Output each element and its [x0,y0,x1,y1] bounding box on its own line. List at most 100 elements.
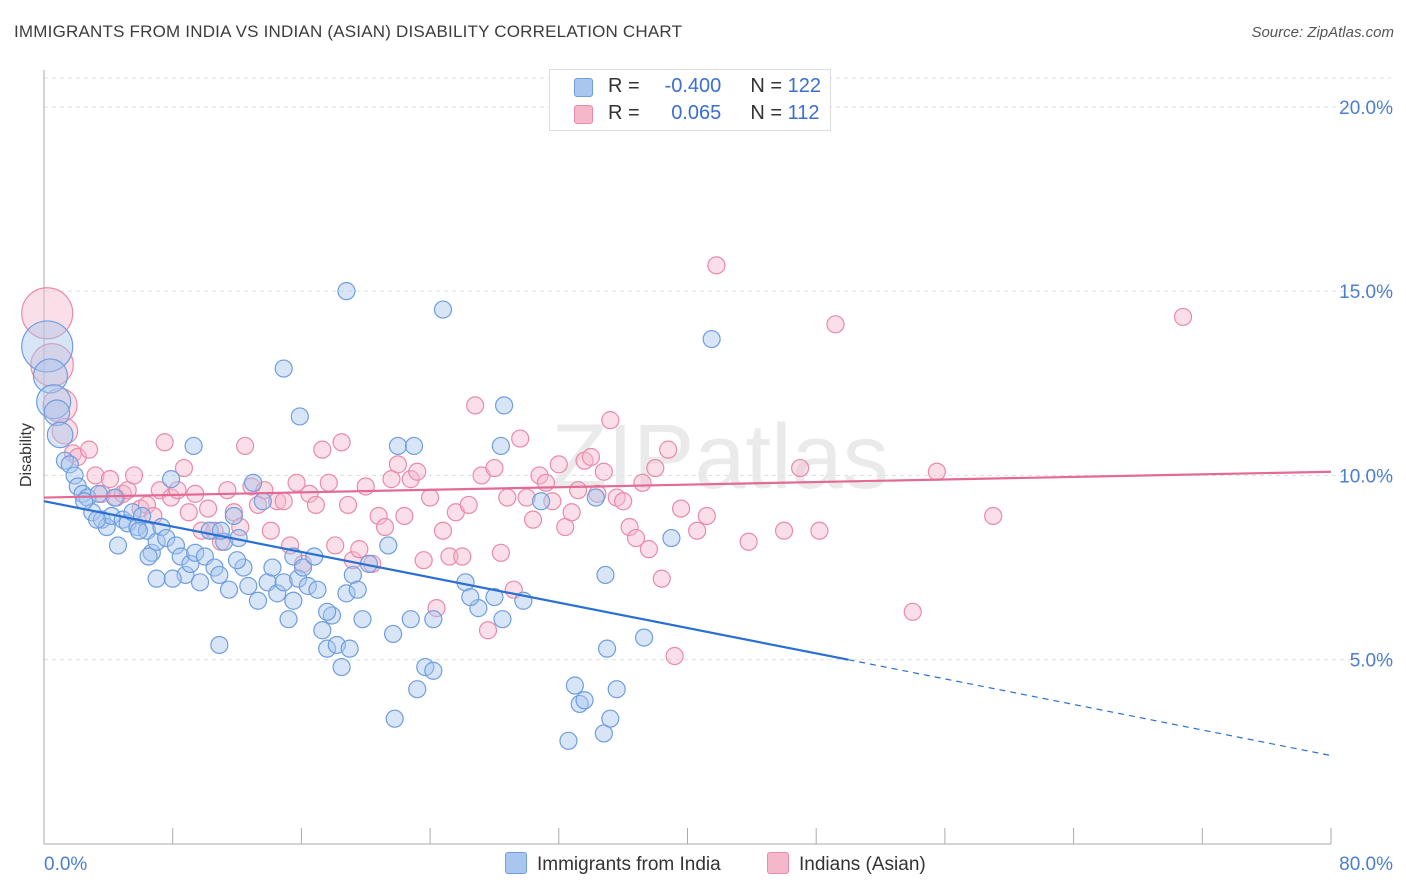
immigrants-india-point [36,384,72,420]
legend-r-value: 0.065 [671,102,722,124]
immigrants-india-point [129,521,149,540]
bottom-legend-label-pink: Indians (Asian) [799,854,926,875]
immigrants-india-point [401,610,420,629]
indians-asian-point [100,470,120,489]
indians-asian-point [198,499,218,518]
indians-asian-point [459,495,478,515]
immigrants-india-point [184,436,203,456]
indians-asian-point [261,521,280,540]
immigrants-india-point [424,610,443,629]
indians-asian-point [485,458,504,478]
indians-asian-point [659,440,678,459]
indians-asian-point [326,536,345,555]
indians-asian-point [440,547,459,566]
immigrants-india-point [313,621,332,640]
immigrants-india-point [239,576,258,596]
immigrants-india-point [485,587,504,607]
bottom-legend-swatch-blue [505,852,527,874]
legend-row-pink: R = 0.065 N = 112 [550,102,830,126]
bottom-legend-blue: Immigrants from India [505,852,721,876]
legend-r-label: R = [608,102,640,124]
immigrants-india-point [337,282,356,301]
y-tick-label: 5.0% [1350,651,1393,672]
immigrants-india-point [166,536,186,555]
immigrants-india-point [348,580,367,599]
indians-asian-point [235,436,255,456]
indians-asian-point [478,621,498,640]
immigrants-india-point [559,731,578,750]
indians-asian-point [810,521,829,540]
x-tick-label-min: 0.0% [44,854,87,875]
immigrants-india-point [210,565,229,585]
legend-r-label: R = [608,75,640,97]
indians-asian-point [569,481,588,500]
immigrants-india-point [491,436,510,456]
indians-asian-point [594,462,613,481]
series-immigrants-from-india [21,282,721,750]
indians-asian-point [79,440,99,459]
indians-asian-point [287,473,306,492]
legend-row-blue: R = -0.400 N = 122 [550,75,830,99]
immigrants-india-point [60,455,79,474]
indians-asian-point [581,447,601,467]
y-axis-label: Disability [18,423,35,488]
legend-n-value: 122 [787,75,821,97]
indians-asian-point [549,455,568,474]
indians-asian-point [517,488,536,507]
immigrants-india-point [298,576,317,596]
x-tick-label-max: 80.0% [1339,854,1393,875]
immigrants-india-point [123,503,142,522]
y-tick-label: 20.0% [1339,98,1393,119]
bottom-legend-swatch-pink [767,852,789,874]
watermark: ZIPatlas [551,406,888,508]
indians-asian-point [652,569,671,588]
indians-asian-point [903,602,922,621]
stats-legend: R = -0.400 N = 122 R = 0.065 N = 112 [549,69,831,131]
legend-r-value: -0.400 [664,75,722,97]
immigrants-india-point [290,407,309,426]
immigrants-india-point [105,488,124,507]
immigrants-india-point [461,587,480,607]
indians-asian-point [697,506,716,526]
bottom-legend-pink: Indians (Asian) [767,852,926,876]
indians-asian-point [388,455,408,474]
immigrants-india-point [353,610,372,629]
immigrants-india-point [186,543,205,562]
immigrants-india-point [293,558,313,577]
immigrants-india-point [289,569,308,588]
indians-asian-point [401,470,420,489]
immigrants-india-point [284,591,303,610]
indians-asian-point [86,466,105,485]
indians-asian-point [523,510,543,529]
indians-asian-point [1173,307,1193,327]
immigrants-india-point [210,635,229,655]
indians-asian-point [375,517,395,537]
indians-asian-point [633,473,652,492]
immigrants-india-point [586,488,605,507]
source-credit: Source: ZipAtlas.com [1251,24,1394,41]
indians-asian-point [453,547,472,566]
y-tick-label: 15.0% [1339,282,1393,303]
immigrants-india-point [332,657,351,677]
immigrants-india-point [268,584,287,603]
indians-asian-point [620,517,639,537]
indians-asian-point [21,287,74,340]
immigrants-india-point [565,676,584,695]
y-tick-label: 10.0% [1339,466,1393,487]
indians-asian-point [536,473,556,492]
indians-asian-point [511,429,530,448]
immigrants-india-point [227,551,247,570]
indians-asian-point [639,540,658,559]
indians-asian-point [414,551,433,570]
immigrants-india-point [702,329,721,349]
immigrants-india-point [575,691,594,710]
indians-asian-point [466,396,485,415]
legend-text-blue: R = -0.400 N = 122 [608,75,821,98]
indians-asian-point [491,543,510,562]
indians-asian-point [395,506,414,526]
immigrants-india-point [253,492,272,511]
legend-swatch-blue [574,78,593,97]
immigrants-india-point [244,473,263,492]
immigrants-india-point [343,565,362,585]
